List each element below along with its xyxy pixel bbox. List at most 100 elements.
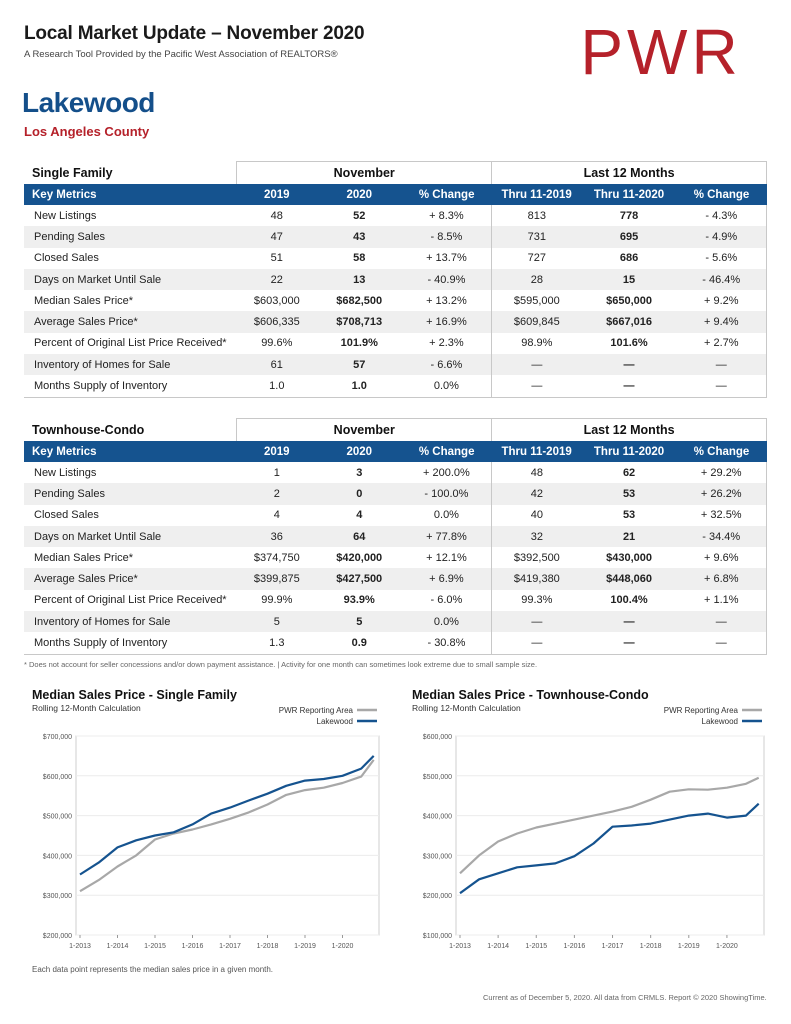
metric-cell: Days on Market Until Sale <box>24 268 237 291</box>
col-pct-change-12: % Change <box>676 184 767 205</box>
x-tick-label: 1-2017 <box>602 943 624 950</box>
col-2020: 2020 <box>316 441 402 462</box>
section-title: Townhouse-Condo <box>32 422 145 437</box>
pct-change-12: - 34.4% <box>676 525 767 548</box>
last12-group-header: Last 12 Months <box>491 161 767 184</box>
value-thru-2020: $448,060 <box>581 568 677 590</box>
col-pct-change: % Change <box>401 184 492 205</box>
value-2019: 36 <box>236 525 317 548</box>
pct-change-12: - 46.4% <box>676 268 767 291</box>
value-2020: 64 <box>316 525 402 548</box>
pct-change-12: + 6.8% <box>676 568 767 590</box>
metric-cell: New Listings <box>34 466 97 479</box>
last12-group-header: Last 12 Months <box>491 418 767 441</box>
x-tick-label: 1-2018 <box>640 943 662 950</box>
chart-title-single-family: Median Sales Price - Single Family <box>32 688 237 702</box>
table-row: Percent of Original List Price Received*… <box>24 332 767 355</box>
pct-change: + 12.1% <box>426 551 467 564</box>
pct-change: - 30.8% <box>401 632 492 655</box>
value-thru-2019: 727 <box>491 247 582 269</box>
value-2020: 0.9 <box>316 632 402 655</box>
value-thru-2019: $609,845 <box>491 311 582 333</box>
pct-change-12: + 9.2% <box>676 290 767 312</box>
legend-label: Lakewood <box>702 717 738 726</box>
value-thru-2019: 42 <box>491 483 582 505</box>
value-2019: $399,875 <box>236 568 317 590</box>
x-tick-label: 1-2020 <box>332 943 354 950</box>
value-2020: 101.9% <box>340 337 378 350</box>
metric-cell: Percent of Original List Price Received* <box>34 337 227 350</box>
pwr-logo: PWR <box>580 22 737 80</box>
metric-cell: Closed Sales <box>34 252 99 265</box>
chart-footnote: Each data point represents the median sa… <box>32 965 274 974</box>
metric-cell: Months Supply of Inventory <box>24 375 237 398</box>
table-row: Average Sales Price* $606,335 $708,713 + 16… <box>24 311 767 333</box>
value-thru-2020: $430,000 <box>606 551 652 564</box>
value-thru-2019: 813 <box>491 205 582 227</box>
x-tick-label: 1-2016 <box>563 943 585 950</box>
col-thru-2019: Thru 11-2019 <box>491 441 582 462</box>
pct-change: - 8.5% <box>401 226 492 248</box>
x-tick-label: 1-2018 <box>257 943 279 950</box>
y-tick-label: $400,000 <box>43 853 72 860</box>
value-2019: $603,000 <box>253 294 300 307</box>
pct-change: + 2.3% <box>429 337 464 350</box>
legend-label: PWR Reporting Area <box>664 706 739 715</box>
pct-change-12: - 4.3% <box>676 205 767 227</box>
series-line-lakewood <box>79 755 375 876</box>
pct-change: + 77.8% <box>401 525 492 548</box>
value-2019: 2 <box>236 483 317 505</box>
value-2019: 4 <box>273 509 280 522</box>
table-row: Months Supply of Inventory 1.0 1.0 0.0% — — — <box>24 375 767 398</box>
pct-change: - 40.9% <box>401 268 492 291</box>
value-thru-2020: 101.6% <box>610 337 648 350</box>
chart-single-family: $200,000 $300,000 $400,000 $500,000 $600,000… <box>43 706 380 950</box>
pct-change: 0.0% <box>401 611 492 633</box>
value-thru-2019: 98.9% <box>491 332 582 355</box>
y-tick-label: $300,000 <box>423 853 452 860</box>
pct-change-12: — <box>676 632 767 655</box>
col-thru-2019: Thru 11-2019 <box>491 184 582 205</box>
value-thru-2019: 48 <box>491 462 582 484</box>
value-2020: 4 <box>356 509 363 522</box>
x-tick-label: 1-2014 <box>487 943 509 950</box>
townhouse-table: Townhouse-Condo November Last 12 Months … <box>24 418 767 655</box>
x-tick-label: 1-2016 <box>182 943 204 950</box>
value-thru-2019: — <box>491 611 582 633</box>
pct-change: - 6.0% <box>430 594 463 607</box>
pct-change-12: + 1.1% <box>676 589 767 612</box>
series-line-pwr <box>79 759 375 893</box>
metric-cell: Inventory of Homes for Sale <box>24 354 237 376</box>
value-2019: 48 <box>270 209 283 222</box>
value-thru-2020: — <box>581 632 677 655</box>
x-tick-label: 1-2013 <box>449 943 471 950</box>
table-row: Inventory of Homes for Sale 61 57- 6.6% — — — <box>24 354 767 376</box>
y-tick-label: $200,000 <box>43 933 72 940</box>
pct-change-12: — <box>676 611 767 633</box>
table-row: Median Sales Price* $374,750 $420,000 + 12.… <box>24 547 767 569</box>
metric-cell: Inventory of Homes for Sale <box>24 611 237 633</box>
chart-townhouse: $100,000 $200,000 $300,000 $400,000 $500,000… <box>423 706 765 950</box>
value-thru-2020: 21 <box>581 525 677 548</box>
report-title: Local Market Update – November 2020 <box>24 23 365 44</box>
y-tick-label: $400,000 <box>423 814 452 821</box>
table-row: Pending Sales 47 43- 8.5% 731 695- 4.9% <box>24 226 767 248</box>
metric-cell: Median Sales Price* <box>34 294 134 307</box>
col-thru-2020: Thru 11-2020 <box>581 441 677 462</box>
value-thru-2020: 53 <box>622 509 636 522</box>
table-row: New Listings 1 3 + 200.0% 48 62 + 29.2% <box>24 462 767 484</box>
pct-change-12: - 4.9% <box>676 226 767 248</box>
metric-cell: Days on Market Until Sale <box>24 525 237 548</box>
pct-change: - 6.6% <box>401 354 492 376</box>
value-2020: 52 <box>353 209 366 222</box>
pct-change-12: — <box>676 354 767 376</box>
legend-label: PWR Reporting Area <box>279 706 354 715</box>
metric-cell: Median Sales Price* <box>34 551 134 564</box>
table-row: Pending Sales 2 0- 100.0% 42 53 + 26.2% <box>24 483 767 505</box>
col-pct-change: % Change <box>401 441 492 462</box>
x-tick-label: 1-2019 <box>294 943 316 950</box>
value-2019: 1 <box>273 466 280 479</box>
x-tick-label: 1-2017 <box>219 943 241 950</box>
value-2019: $374,750 <box>253 551 300 564</box>
value-2019: 5 <box>236 611 317 633</box>
